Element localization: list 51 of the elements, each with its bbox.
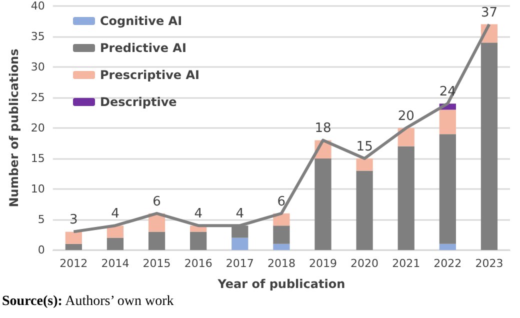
- y-tick-label: 25: [30, 91, 45, 104]
- y-tick-label: 15: [30, 152, 45, 165]
- legend-label: Cognitive AI: [100, 14, 182, 28]
- x-tick-label: 2018: [267, 257, 296, 270]
- bar: [106, 238, 124, 250]
- x-tick-label: 2012: [60, 257, 88, 270]
- source-note: Source(s): Authors’ own work: [2, 294, 174, 310]
- bar: [232, 238, 248, 250]
- data-label: 6: [152, 194, 161, 210]
- x-tick-label: 2014: [101, 257, 130, 270]
- y-tick-label: 40: [30, 0, 45, 12]
- legend-label: Predictive AI: [100, 41, 186, 55]
- data-label: 4: [194, 206, 202, 222]
- legend-label: Descriptive: [100, 95, 177, 109]
- bar: [439, 134, 456, 244]
- data-label: 4: [236, 206, 244, 222]
- data-label: 3: [70, 212, 78, 228]
- bar: [273, 226, 290, 244]
- x-axis-title: Year of publication: [216, 277, 346, 291]
- y-tick-label: 20: [30, 122, 45, 134]
- bar: [356, 158, 373, 171]
- bar: [439, 110, 456, 134]
- y-tick-label: 0: [38, 244, 45, 256]
- legend-label: Prescriptive AI: [100, 68, 200, 82]
- y-tick-label: 10: [30, 182, 45, 196]
- bar: [148, 232, 166, 250]
- x-tick-label: 2016: [184, 257, 212, 270]
- bar: [190, 232, 207, 250]
- y-axis-title: Number of publications: [7, 48, 21, 208]
- y-tick-label: 5: [38, 213, 45, 226]
- data-label: 20: [398, 109, 414, 124]
- y-tick-label: 30: [30, 60, 45, 74]
- data-label: 4: [111, 206, 120, 222]
- data-label: 37: [480, 5, 498, 20]
- x-tick-label: 2022: [434, 257, 462, 270]
- bar: [398, 146, 414, 250]
- y-tick-label: 35: [30, 30, 45, 43]
- bar: [356, 170, 373, 250]
- x-tick-label: 2017: [226, 257, 254, 270]
- x-tick-label: 2023: [475, 257, 504, 270]
- x-tick-label: 2020: [350, 257, 379, 270]
- data-label: 15: [356, 140, 373, 154]
- x-tick-label: 2019: [309, 257, 338, 270]
- data-label: 18: [314, 121, 332, 136]
- x-tick-label: 2015: [142, 257, 171, 270]
- bar: [65, 244, 82, 250]
- bar: [439, 244, 456, 250]
- bar: [65, 232, 82, 244]
- x-tick-label: 2021: [392, 257, 420, 270]
- bar: [273, 244, 290, 250]
- data-label: 6: [277, 194, 286, 210]
